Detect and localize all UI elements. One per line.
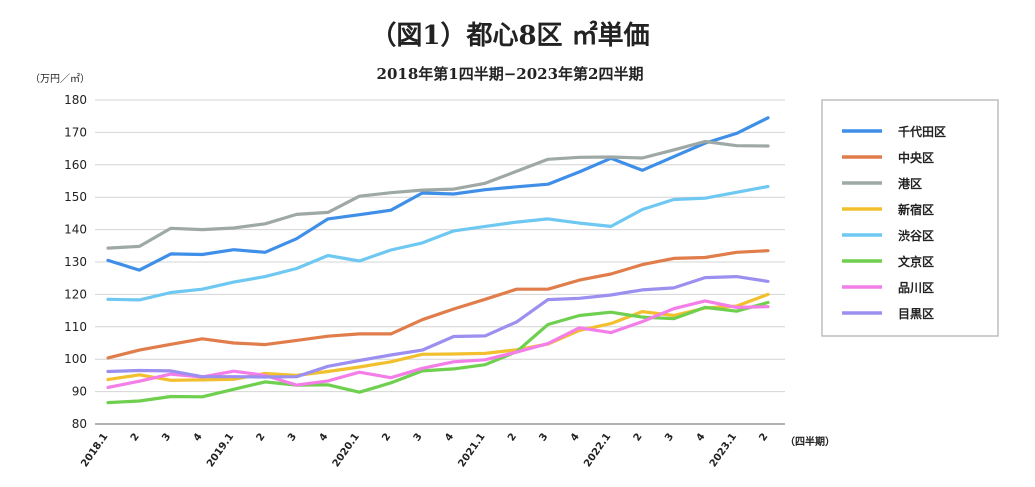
series-line — [106, 292, 770, 382]
legend-entry: 中央区 — [898, 150, 934, 165]
x-tick-label: 3 — [160, 431, 173, 443]
x-tick-label: 2 — [506, 431, 519, 443]
x-tick-label: 3 — [286, 431, 299, 443]
y-tick-label: 140 — [64, 223, 87, 237]
y-tick-label: 80 — [72, 417, 87, 431]
x-tick-label: 2020.1 — [331, 431, 362, 469]
x-tick-label: 3 — [412, 431, 425, 443]
y-tick-label: 120 — [64, 287, 87, 301]
series-line — [106, 299, 770, 389]
legend-entry: 目黒区 — [898, 307, 934, 321]
x-tick-label: 4 — [695, 431, 708, 443]
x-tick-label: 2 — [632, 431, 645, 443]
y-tick-label: 160 — [64, 158, 87, 172]
y-tick-label: 180 — [64, 93, 87, 107]
legend-entry: 新宿区 — [898, 202, 934, 217]
x-tick-label: 2022.1 — [582, 431, 613, 469]
series-lines — [106, 116, 770, 405]
y-tick-label: 90 — [72, 385, 87, 399]
x-tick-label: 3 — [663, 431, 676, 443]
x-axis-unit-label: （四半期） — [785, 435, 835, 448]
series-line — [106, 249, 770, 360]
x-axis-ticks: 2018.1 2 3 4 2019.1 2 3 4 2020.1 2 3 4 2021.1 2 3 4 2022… — [79, 431, 770, 469]
x-tick-label: 2 — [129, 431, 142, 443]
legend-entry: 千代田区 — [898, 124, 946, 139]
x-tick-label: 2 — [757, 431, 770, 443]
y-tick-label: 170 — [64, 125, 87, 139]
x-tick-label: 4 — [569, 431, 582, 443]
series-line — [106, 184, 770, 302]
series-line — [106, 139, 770, 250]
legend-entry: 文京区 — [898, 254, 934, 269]
legend-entry: 品川区 — [898, 281, 934, 295]
y-tick-label: 130 — [64, 255, 87, 269]
legend-entry: 港区 — [898, 176, 922, 191]
y-axis-unit-label: （万円／㎡） — [30, 73, 90, 85]
legend-box — [821, 99, 999, 337]
x-tick-label: 2019.1 — [205, 431, 236, 469]
x-tick-label: 2 — [380, 431, 393, 443]
series-line — [106, 300, 770, 405]
x-tick-label: 2018.1 — [79, 431, 110, 469]
y-tick-label: 110 — [64, 320, 87, 334]
series-line — [106, 116, 770, 272]
x-tick-label: 3 — [537, 431, 550, 443]
legend-entry: 渋谷区 — [898, 228, 934, 243]
x-tick-label: 2 — [255, 431, 268, 443]
y-tick-label: 100 — [64, 352, 87, 366]
x-tick-label: 2023.1 — [708, 431, 739, 469]
x-tick-label: 4 — [443, 431, 456, 443]
x-tick-label: 2021.1 — [456, 431, 487, 469]
y-axis-ticks: 80 90 100 110 120 130 140 150 160 170 180 — [64, 93, 87, 431]
y-tick-label: 150 — [64, 190, 87, 204]
x-tick-label: 4 — [192, 431, 205, 443]
chart-subtitle: 2018年第1四半期−2023年第2四半期 — [377, 65, 644, 83]
x-tick-label: 4 — [317, 431, 330, 443]
chart-title: （図1）都心8区 ㎡単価 — [370, 20, 649, 51]
series-line — [106, 275, 770, 379]
